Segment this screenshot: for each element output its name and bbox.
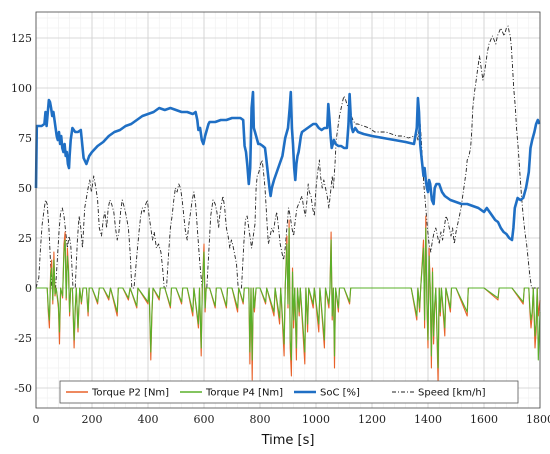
minor-grid <box>35 12 541 408</box>
y-tick-label: -50 <box>14 382 32 395</box>
y-tick-label: -25 <box>14 332 32 345</box>
major-grid <box>35 12 541 408</box>
legend-label: Torque P2 [Nm] <box>91 388 169 399</box>
x-tick-label: 800 <box>250 413 271 426</box>
y-tick-label: 75 <box>18 132 32 145</box>
tick-labels: 0 200 400 600 800 1000 1200 1400 1600 1800 -50 -25 0… <box>11 32 550 426</box>
x-tick-label: 200 <box>82 413 103 426</box>
x-tick-label: 400 <box>138 413 159 426</box>
x-tick-label: 1400 <box>414 413 442 426</box>
x-tick-label: 1200 <box>358 413 386 426</box>
series-line-1 <box>36 227 541 369</box>
legend: Torque P2 [Nm] Torque P4 [Nm] SoC [%] Speed… <box>59 380 519 404</box>
x-axis-title: Time [s] <box>261 433 315 448</box>
legend-label: Torque P4 [Nm] <box>205 388 283 399</box>
y-tick-label: 25 <box>18 232 32 245</box>
legend-label: Speed [km/h] <box>418 388 486 399</box>
y-tick-label: 125 <box>11 32 32 45</box>
x-tick-label: 1000 <box>302 413 330 426</box>
x-tick-label: 0 <box>33 413 40 426</box>
legend-label: SoC [%] <box>320 388 360 399</box>
plot-frame <box>35 11 541 409</box>
y-tick-label: 50 <box>18 182 32 195</box>
legend-box <box>59 380 519 404</box>
series-line-3 <box>35 25 540 289</box>
series-layer <box>34 25 541 385</box>
x-tick-label: 600 <box>194 413 215 426</box>
y-tick-label: 0 <box>25 282 32 295</box>
x-tick-label: 1800 <box>526 413 550 426</box>
x-tick-label: 1600 <box>470 413 498 426</box>
y-tick-label: 100 <box>11 82 32 95</box>
series-line-2 <box>34 90 541 242</box>
